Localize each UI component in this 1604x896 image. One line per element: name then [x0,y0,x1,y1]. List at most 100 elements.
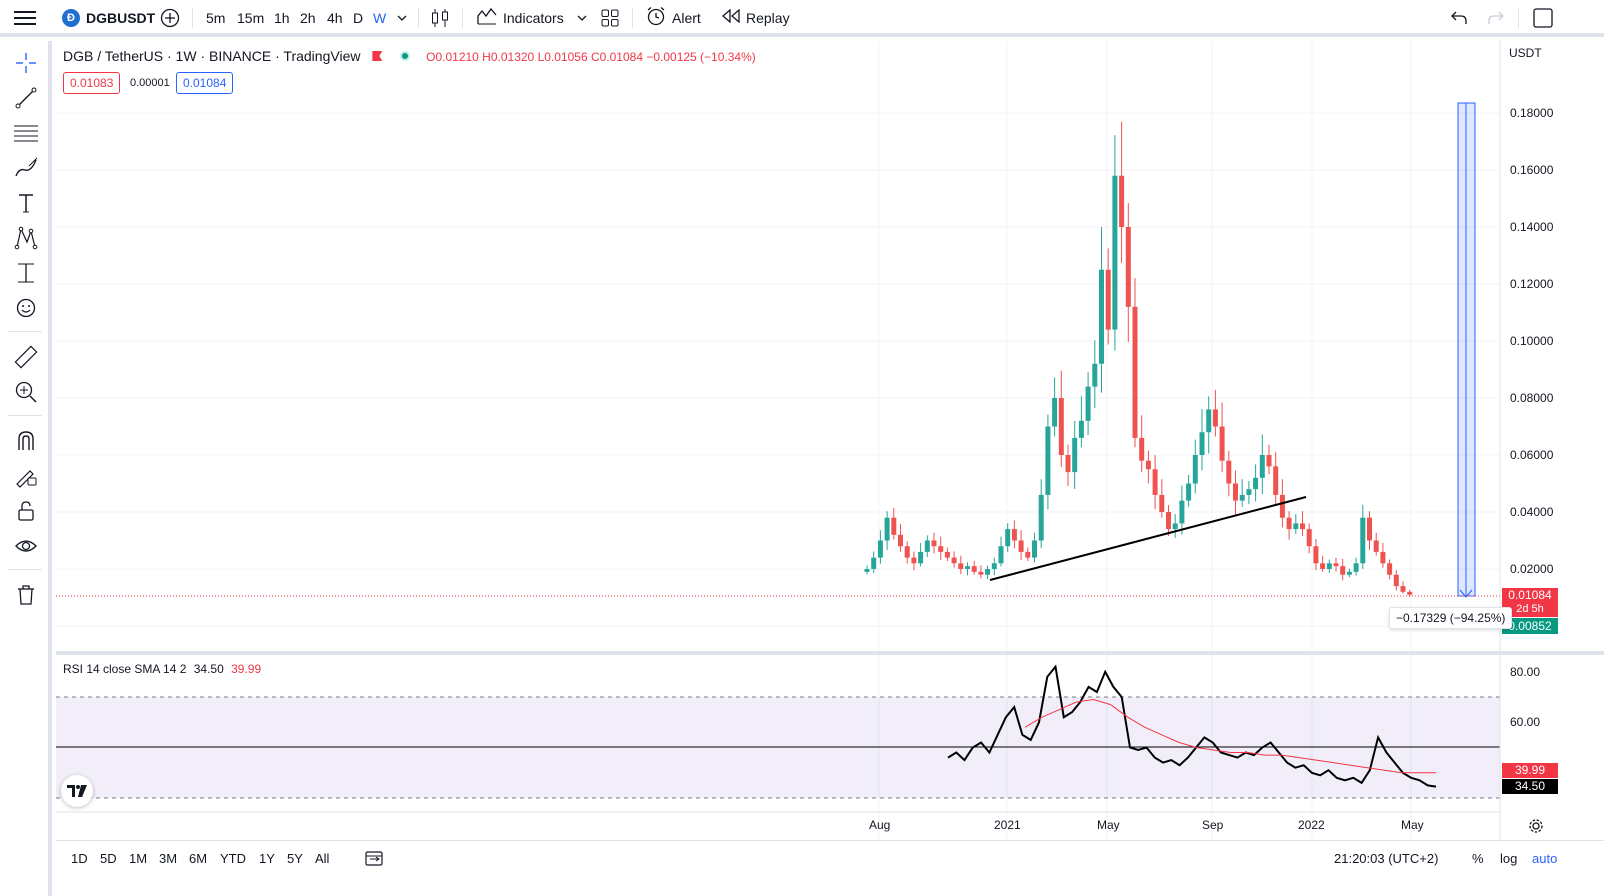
lock-icon[interactable] [12,497,40,525]
buy-price-box[interactable]: 0.01084 [176,72,234,94]
candle-body [1119,175,1125,227]
timeframe-d[interactable]: D [353,9,364,26]
rsi-value: 34.50 [193,662,224,676]
candle-body [1346,571,1352,575]
emoji-smile-icon[interactable] [12,294,40,322]
alarm-clock-icon [646,6,666,29]
undo-icon[interactable] [1451,0,1467,35]
drawing-toolbar [0,41,52,896]
candle-body [1387,563,1393,575]
percent-scale-toggle[interactable]: % [1472,851,1484,866]
zoom-in-icon[interactable] [12,378,40,406]
candle-body [1279,494,1285,518]
candle-body [938,546,944,552]
auto-scale-toggle[interactable]: auto [1532,851,1558,866]
timeframe-1h[interactable]: 1h [274,9,290,26]
candle-body [884,517,890,541]
market-status-icon [400,51,411,61]
candle-body [1266,455,1272,467]
candlestick-series [864,121,1413,597]
prediction-measure-icon[interactable] [12,259,40,287]
redo-icon[interactable] [1488,0,1504,35]
rsi-line [947,664,1437,788]
price-axis-label: 0.10000 [1510,334,1554,348]
timeframe-2h[interactable]: 2h [300,9,316,26]
trash-icon[interactable] [12,581,40,609]
layout-grid-icon[interactable] [601,0,619,35]
candle-body [1367,517,1372,541]
candle-body [1058,398,1064,455]
rsi-axis-label: 80.00 [1510,665,1541,679]
magnet-icon[interactable] [12,427,40,455]
flag-icon[interactable] [372,51,383,61]
candle-body [898,534,903,547]
range-1m[interactable]: 1M [129,851,148,866]
series-legend[interactable]: DGB / TetherUS · 1W · BINANCE · TradingV… [63,48,756,64]
rsi-legend[interactable]: RSI 14 close SMA 14 2 34.50 39.99 [63,662,261,676]
menu-icon[interactable] [14,0,36,35]
time-axis-label: 2021 [994,818,1021,832]
candle-body [1192,455,1198,484]
symbol-search-button[interactable]: Ð DGBUSDT [62,0,155,35]
range-1d[interactable]: 1D [71,851,88,866]
clock-timezone[interactable]: 21:20:03 (UTC+2) [1334,851,1439,866]
range-5y[interactable]: 5Y [287,851,303,866]
time-axis-label: Sep [1202,818,1224,832]
candle-body [1226,460,1232,484]
timeframe-5m[interactable]: 5m [206,9,226,26]
settings-gear-icon[interactable] [1528,818,1544,839]
eye-visibility-icon[interactable] [12,532,40,560]
range-3m[interactable]: 3M [159,851,178,866]
candle-body [1407,591,1413,595]
range-ytd[interactable]: YTD [220,851,246,866]
text-tool-icon[interactable] [12,189,40,217]
trend-line-icon[interactable] [12,84,40,112]
price-axis-label: 0.04000 [1510,505,1554,519]
rewind-icon [722,8,740,26]
replay-button[interactable]: Replay [722,0,790,35]
timeframe-15m[interactable]: 15m [237,9,265,26]
indicators-label: Indicators [503,9,564,26]
indicators-dropdown-icon[interactable] [577,0,587,35]
timeframe-dropdown-icon[interactable] [397,0,407,35]
fullscreen-icon[interactable] [1533,0,1553,35]
candle-body [1380,551,1386,564]
brush-icon[interactable] [12,154,40,182]
price-axis-label: 0.18000 [1510,106,1554,120]
stay-in-drawing-mode-icon[interactable] [12,462,40,490]
fib-retracement-icon[interactable] [12,119,40,147]
range-1y[interactable]: 1Y [259,851,275,866]
top-toolbar: Ð DGBUSDT 5m 15m 1h 2h 4h D W Indicators… [0,0,1604,37]
pattern-tool-icon[interactable] [12,224,40,252]
candle-body [904,546,910,558]
candle-body [985,569,991,575]
timeframe-4h[interactable]: 4h [327,9,343,26]
indicators-button[interactable]: Indicators [477,0,564,35]
candle-body [1360,517,1366,564]
candle-body [864,569,870,572]
crosshair-icon[interactable] [12,49,40,77]
range-6m[interactable]: 6M [189,851,208,866]
ruler-icon[interactable] [12,343,40,371]
sell-price-box[interactable]: 0.01083 [63,72,121,94]
candle-body [1105,269,1111,330]
log-scale-toggle[interactable]: log [1500,851,1518,866]
symbol-label: DGBUSDT [86,9,156,26]
candle-body [1166,512,1171,530]
range-all[interactable]: All [315,851,330,866]
compare-add-icon[interactable] [160,0,180,35]
currency-label[interactable]: USDT [1509,46,1542,60]
candle-body [1326,563,1332,569]
candle-body [1400,586,1406,592]
price-axis-label: 0.12000 [1510,277,1554,291]
tradingview-logo-icon[interactable] [61,775,93,807]
alert-button[interactable]: Alert [646,0,701,35]
candle-body [1078,420,1084,438]
candle-body [1340,566,1346,575]
timeframe-w[interactable]: W [373,9,387,26]
go-to-date-icon[interactable] [365,850,383,869]
candle-body [1373,540,1379,552]
candles-chart-type-icon[interactable] [431,0,449,35]
range-5d[interactable]: 5D [100,851,117,866]
